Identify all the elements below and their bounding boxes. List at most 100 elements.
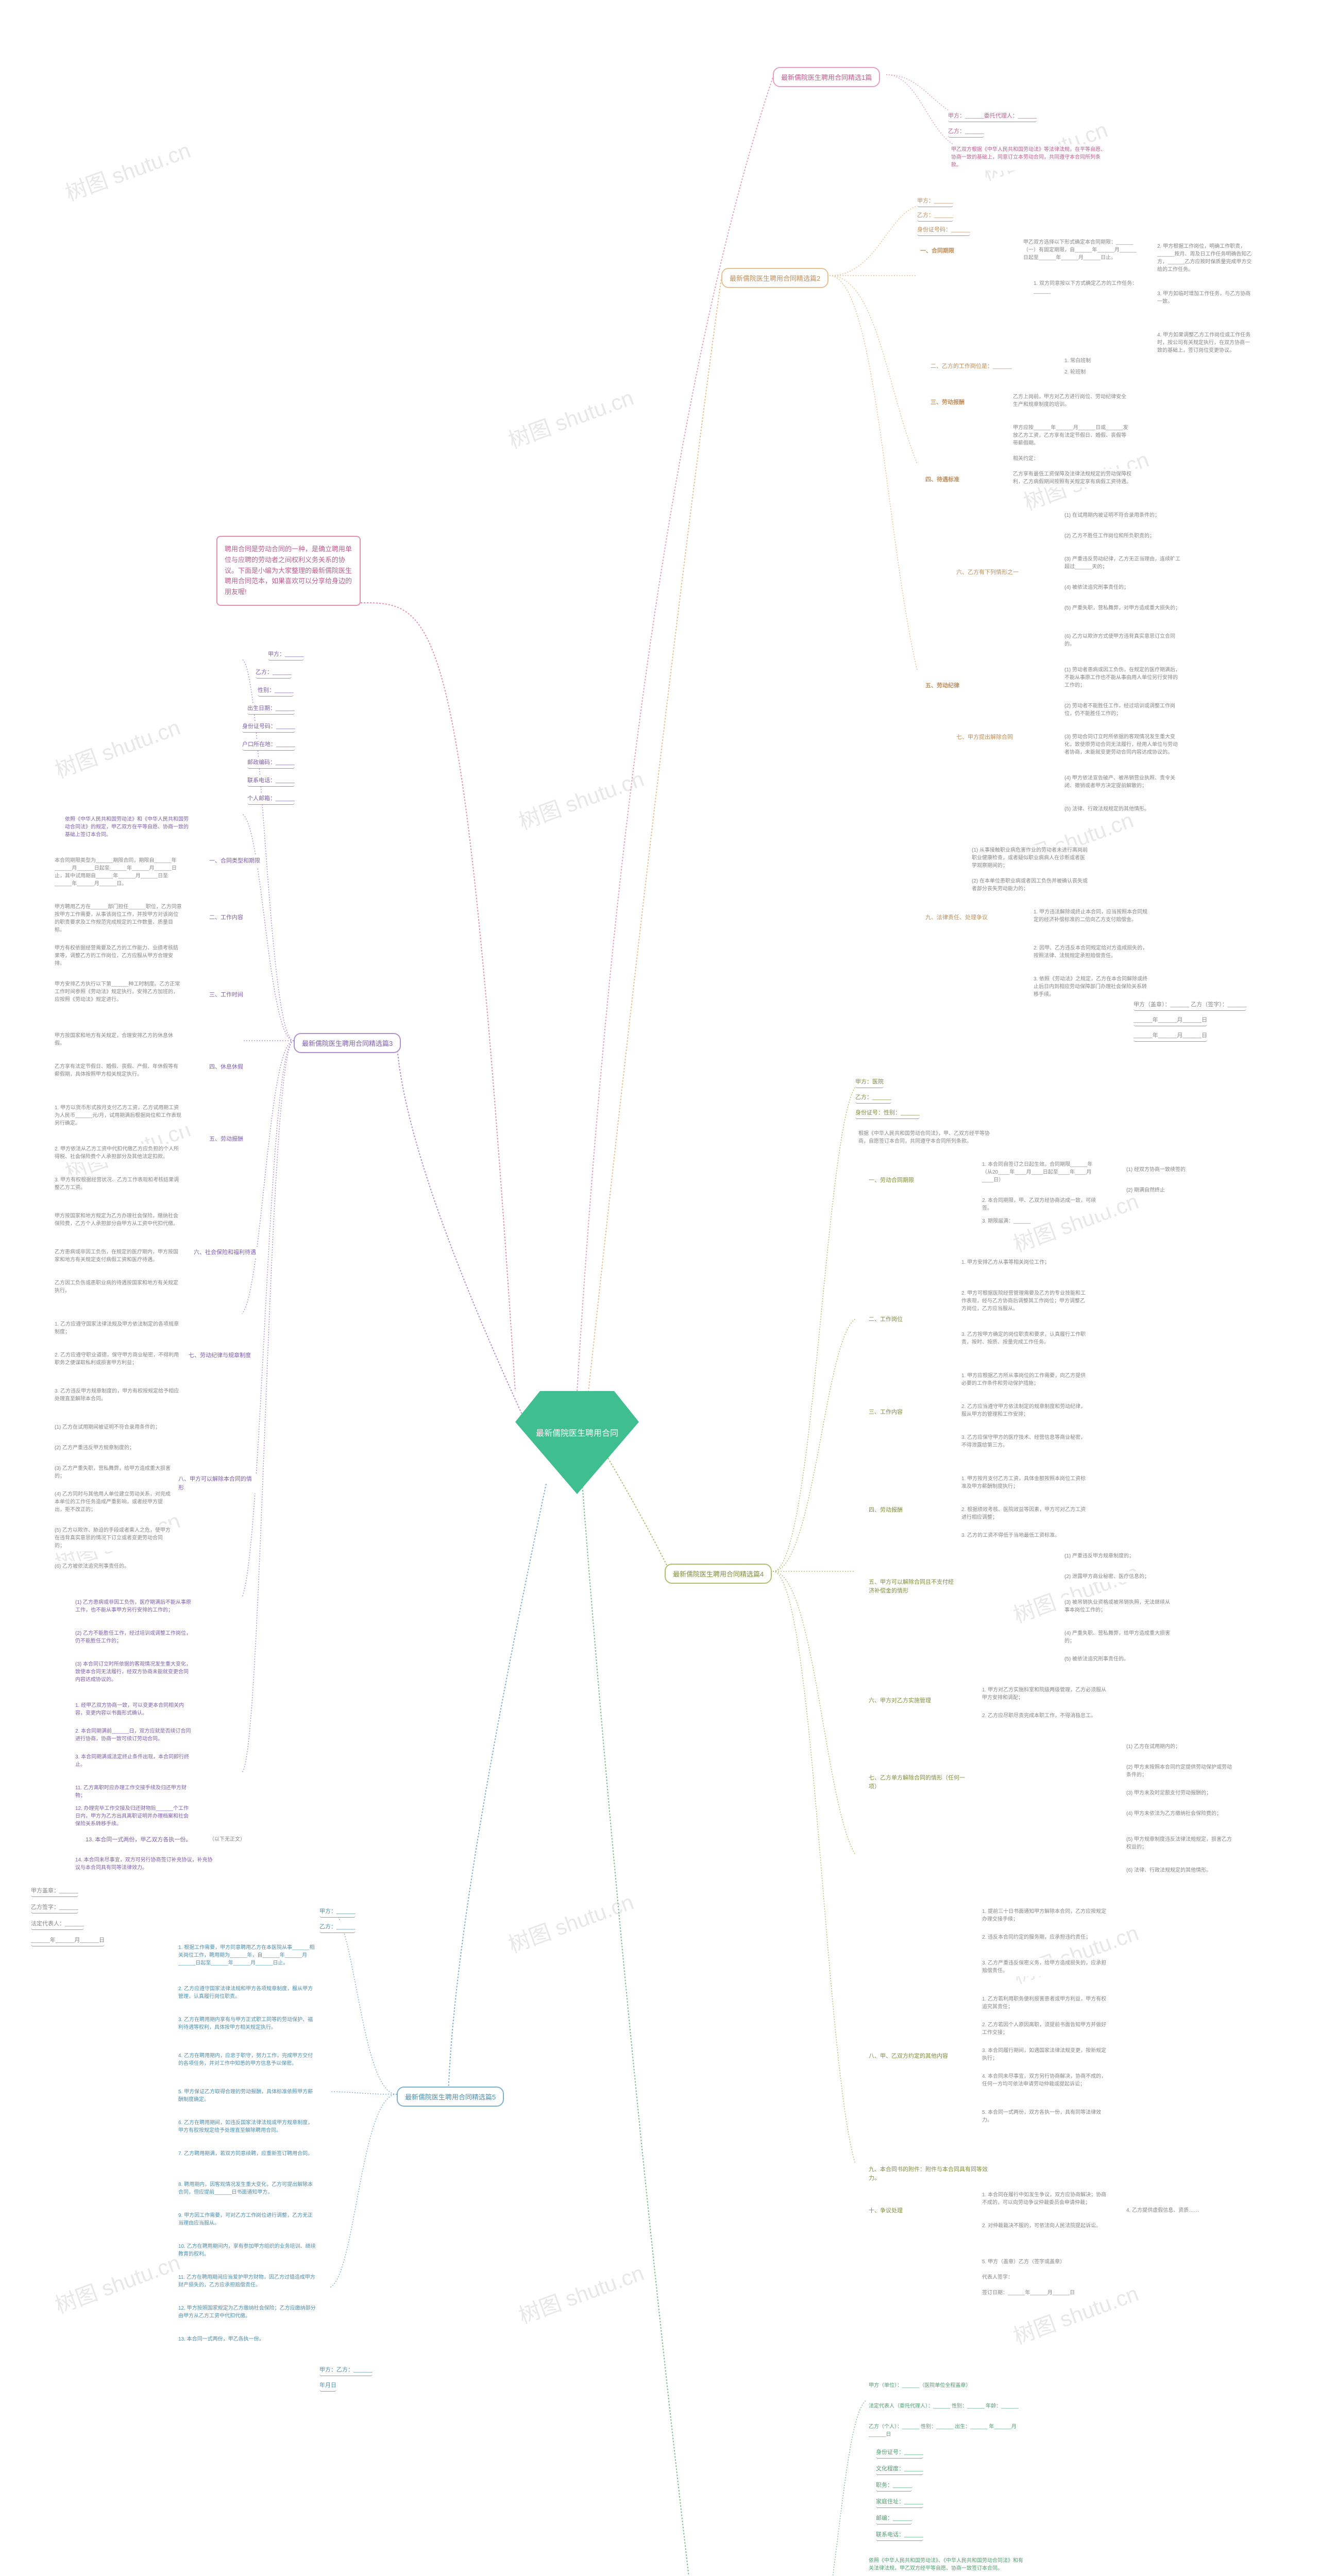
s3-a6-i: 乙方因工负伤或患职业病的待遇按国家和地方有关规定执行。 (52, 1278, 185, 1296)
s4-a10-i: 1. 本合同在履行中如发生争议，双方应协商解决；协商不成的，可以向劳动争议仲裁委… (979, 2190, 1113, 2208)
s3-1112: 11. 乙方离职时应办理工作交接手续及归还甲方财物； (72, 1783, 196, 1801)
s3-a1: 一、合同类型和期限 (206, 855, 263, 867)
s3-a5-i: 3. 甲方有权根据经营状况、乙方工作表现和考核结果调整乙方工资。 (52, 1175, 185, 1193)
s2-c6-i: (3) 严重违反劳动纪律，乙方无正当理由，连续旷工超过______天的； (1061, 554, 1185, 572)
s4-a1-ext: (1) 经双方协商一致续签的 (1123, 1164, 1189, 1175)
s6-h: 法定代表人（委托代理人）：______ 性别：______ 年龄：______ (866, 2401, 1022, 2412)
s3-a2-i: 甲方有权依据经营需要及乙方的工作能力、业绩考核结果等，调整乙方的工作岗位，乙方应… (52, 943, 185, 969)
s1-item: 乙方：______ (948, 126, 984, 138)
s4-a10: 十、争议处理 (866, 2205, 906, 2217)
s6-f: 身份证号：______ (876, 2447, 923, 2459)
s4-a2-i: 2. 甲方可根据医院经营管理需要及乙方的专业技能和工作表现，经与乙方协商后调整其… (958, 1288, 1092, 1314)
watermark: 树图 shutu.cn (503, 380, 637, 454)
s2-c6-i: (2) 乙方不胜任工作岗位和所负职责的； (1061, 531, 1158, 541)
watermark: 树图 shutu.cn (514, 761, 648, 836)
s2-c9-i: 1. 甲方违法解除或终止本合同，应当按照本合同规定的经济补偿标准的二倍向乙方支付… (1030, 907, 1154, 925)
s2-c2-sub: 2. 轮班制 (1061, 367, 1089, 378)
s2-c3-sub: 乙方上岗前，甲方对乙方进行岗位、劳动纪律安全生产和规章制度的培训。 (1010, 392, 1134, 410)
watermark: 树图 shutu.cn (1008, 1916, 1142, 1990)
s4-a2-i: 1. 甲方安排乙方从事等相关岗位工作； (958, 1257, 1053, 1268)
s3-a9-i: (1) 乙方患病或非因工负伤，医疗期满后不能从事原工作，也不能从事甲方另行安排的… (72, 1597, 196, 1616)
s2-c8-i: (2) 在本单位患职业病或者因工负伤并被确认丧失或者部分丧失劳动能力的； (969, 876, 1092, 894)
s6-pre: 依照《中华人民共和国劳动法》、《中华人民共和国劳动合同法》和有关法律法规，甲乙双… (866, 2555, 1030, 2574)
watermark: 树图 shutu.cn (60, 133, 194, 207)
s5-i: 10. 乙方在聘用期间内，享有参加甲方组织的业务培训、继续教育的权利。 (175, 2241, 319, 2260)
s2-c4-item: 乙方享有最低工资保障及法律法规规定的劳动保障权利，乙方病假期间按照有关规定享有病… (1010, 469, 1144, 487)
s3-sign: ______年______月______日 (31, 1935, 105, 1946)
s2-c2: 二、乙方的工作岗位是：______ (927, 361, 1015, 372)
s4-a4-i: 3. 乙方的工资不得低于当地最低工资标准。 (958, 1530, 1063, 1541)
s2-c1-sub: 2. 甲方根据工作岗位，明确工作职责，______按月、周及日工作任务明确告知乙… (1154, 241, 1257, 275)
s3-a5: 五、劳动报酬 (206, 1133, 246, 1145)
s2-c1-sub: 4. 甲方如果调整乙方工作岗位或工作任务时，按公司有关规定执行，在双方协商一致的… (1154, 330, 1257, 356)
s5-i: 11. 乙方在聘用期间应当爱护甲方财物，因乙方过错造成甲方财产损失的，乙方应承担… (175, 2272, 319, 2291)
s3-a8-i: (5) 乙方以欺诈、胁迫的手段或者乘人之危，使甲方在违背真实意思的情况下订立或者… (52, 1525, 175, 1551)
watermark: 树图 shutu.cn (503, 1885, 637, 1959)
s4-fin: 5. 甲方（盖章）乙方（签字或盖章） (979, 2257, 1068, 2267)
s3-13sub: （以下无正文） (206, 1834, 248, 1845)
s4-a2: 二、工作岗位 (866, 1314, 906, 1326)
s4-a7-i: (5) 甲方规章制度违反法律法规规定，损害乙方权益的； (1123, 1834, 1237, 1853)
s2-sign: ______年______月______日 (1134, 1015, 1207, 1026)
watermark: 树图 shutu.cn (514, 2256, 648, 2330)
s4-a4: 四、劳动报酬 (866, 1504, 906, 1516)
s4-a7-i: (4) 甲方未依法为乙方缴纳社会保险费的； (1123, 1808, 1225, 1819)
s2-c1-sub: 1. 双方同意按以下方式确定乙方的工作任务：______ (1030, 278, 1144, 297)
s2-c1-sub: 3. 甲方如临时增加工作任务，与乙方协商一致。 (1154, 289, 1257, 307)
s3-a9-i: (3) 本合同订立时所依据的客观情况发生重大变化，致使本合同无法履行，经双方协商… (72, 1659, 196, 1685)
s4-a1-i: 2. 本合同期限，甲、乙双方经协商达成一致，可续签。 (979, 1195, 1103, 1214)
s4-a5-i: (3) 被吊销执业资格或被吊销执照，无法继续从事本岗位工作的； (1061, 1597, 1175, 1616)
s2-c6: 六、乙方有下列情形之一 (953, 567, 1022, 579)
s3-sign: 法定代表人：______ (31, 1919, 84, 1930)
s3-a7-i: 3. 乙方违反甲方规章制度的，甲方有权按规定给予相应处理直至解除本合同。 (52, 1386, 185, 1404)
s2-c5: 五、劳动纪律 (922, 680, 962, 692)
s2-c8-i: (1) 从事接触职业病危害作业的劳动者未进行离岗前职业健康检查，或者疑似职业病病… (969, 845, 1092, 871)
s6-h: 乙方（个人）：______ 性别：______ 出生：______ 年_____… (866, 2421, 1030, 2440)
s4-sub7: 1. 提前三十日书面通知甲方解除本合同，乙方应按规定办理交接手续； (979, 1906, 1113, 1925)
s4-a7-i: (1) 乙方在试用期内的； (1123, 1741, 1183, 1752)
s5-i: 2. 乙方应遵守国家法律法规和甲方各项规章制度，服从甲方管理，认真履行岗位职责。 (175, 1984, 319, 2002)
s4-a3: 三、工作内容 (866, 1406, 906, 1418)
s2-header: 乙方：______ (917, 210, 953, 222)
s4-a2-i: 3. 乙方按甲方确定的岗位职责和要求，认真履行工作职责，按时、按质、按量完成工作… (958, 1329, 1092, 1348)
s4-a7-i: (2) 甲方未按照本合同约定提供劳动保护或劳动条件的； (1123, 1762, 1237, 1781)
s4-a10-ext: 4. 乙方提供虚假信息、资质…… (1123, 2205, 1202, 2216)
s3-f: 身份证号码：______ (242, 721, 295, 733)
s1-item: 甲乙双方根据《中华人民共和国劳动法》等法律法规，在平等自愿、协商一致的基础上，同… (948, 144, 1113, 171)
s3-a8: 八、甲方可以解除本合同的情形 (175, 1473, 258, 1494)
s4-a5-i: (5) 被依法追究刑事责任的。 (1061, 1654, 1132, 1665)
s2-c4: 四、待遇标准 (922, 474, 962, 486)
s3-a7-i: 1. 乙方应遵守国家法律法规及甲方依法制定的各项规章制度； (52, 1319, 185, 1337)
s3-a8-i: (3) 乙方严重失职，营私舞弊，给甲方造成重大损害的； (52, 1463, 175, 1482)
s6-f: 文化程度：______ (876, 2464, 923, 2475)
s4-h: 甲方：医院 (855, 1077, 884, 1088)
s3-a2: 二、工作内容 (206, 912, 246, 924)
s3-a6: 六、社会保险和福利待遇 (191, 1247, 259, 1259)
s6-f: 职务：______ (876, 2480, 912, 2492)
s4-a5-i: (2) 泄露甲方商业秘密、医疗信息的； (1061, 1571, 1153, 1582)
s4-a3-i: 3. 乙方应保守甲方的医疗技术、经营信息等商业秘密，不得泄露给第三方。 (958, 1432, 1092, 1451)
s3-f: 性别：______ (258, 685, 294, 697)
watermark: 树图 shutu.cn (50, 710, 184, 784)
s3-a4-i: 甲方按国家和地方有关规定，合理安排乙方的休息休假。 (52, 1030, 185, 1049)
s4-a7-i: (6) 法律、行政法规规定的其他情形。 (1123, 1865, 1214, 1876)
s5-sign: 年月日 (319, 2380, 336, 2392)
s4-a5-i: (1) 严重违反甲方规章制度的； (1061, 1551, 1137, 1562)
s5-i: 4. 乙方在聘用期内，应忠于职守，努力工作，完成甲方交付的各项任务，并对工作中知… (175, 2050, 319, 2069)
s4-fin: 代表人签字： (979, 2272, 1016, 2283)
s3-a4-i: 乙方享有法定节假日、婚假、丧假、产假、年休假等有薪假期，具体按照甲方相关规定执行… (52, 1061, 185, 1080)
s4-a8-i: 2. 乙方若因个人原因离职，须提前书面告知甲方并做好工作交接； (979, 2020, 1113, 2038)
s6-f: 邮编：______ (876, 2513, 912, 2524)
s4-a10-i: 2. 对仲裁裁决不服的，可依法向人民法院提起诉讼。 (979, 2221, 1104, 2231)
s3-a8-i: (4) 乙方同时与其他用人单位建立劳动关系，对完成本单位的工作任务造成严重影响，… (52, 1489, 175, 1515)
s3-a3: 三、工作时间 (206, 989, 246, 1001)
s2-c6-i: (6) 乙方以欺诈方式使甲方违背真实意思订立合同的。 (1061, 631, 1185, 650)
s3-a1-t: 本合同期限类型为______期限合同，期限自______年______月____… (52, 855, 185, 889)
s5-t1: 1. 根据工作需要，甲方同意聘用乙方在本医院从事______相关岗位工作，聘用期… (175, 1942, 319, 1969)
s5-sign: 甲方：乙方：______ (319, 2365, 373, 2376)
s4-a5-i: (4) 严重失职、营私舞弊，给甲方造成重大损害的； (1061, 1628, 1175, 1647)
s2-c7-i: (1) 劳动者患病或因工负伤，在规定的医疗期满后，不能从事原工作也不能从事由用人… (1061, 665, 1185, 691)
s4-pre: 根据《中华人民共和国劳动合同法》，甲、乙双方经平等协商，自愿签订本合同，共同遵守… (855, 1128, 1000, 1147)
s5-i: 9. 甲方因工作需要，可对乙方工作岗位进行调整，乙方无正当理由应当服从。 (175, 2210, 319, 2229)
s3-a5-i: 1. 甲方以货币形式按月支付乙方工资，乙方试用期工资为人民币______元/月，… (52, 1103, 185, 1129)
